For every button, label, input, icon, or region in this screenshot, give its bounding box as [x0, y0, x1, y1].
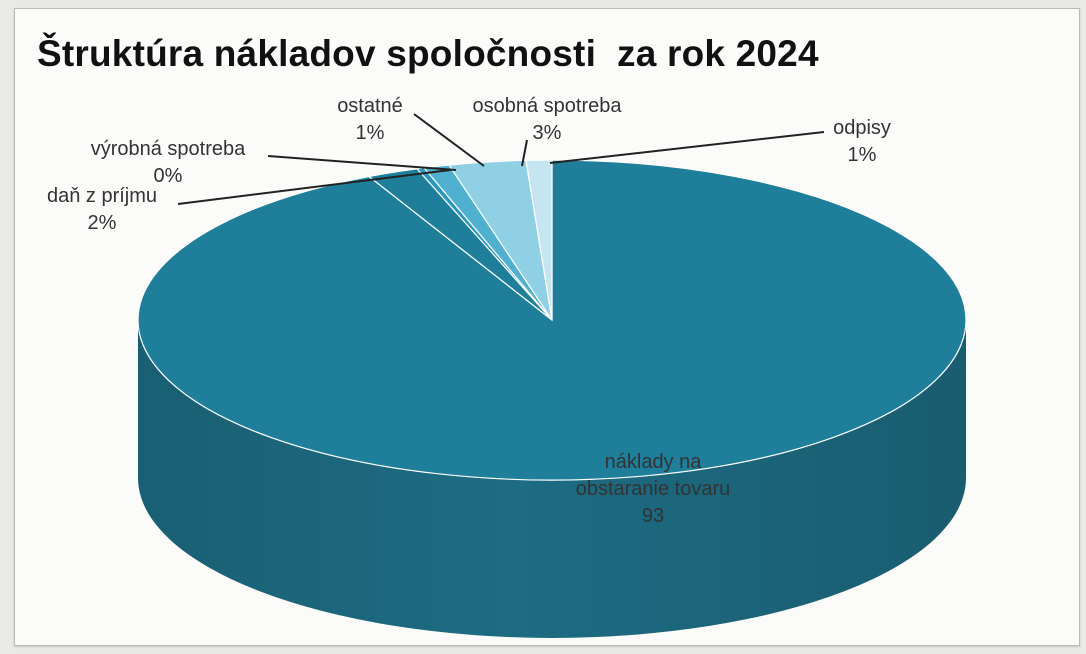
leader-line [549, 131, 825, 164]
data-label-odpisy: odpisy 1% [549, 117, 891, 166]
pie-side [138, 320, 966, 638]
leader-line [413, 113, 485, 167]
data-label-text: náklady na [605, 451, 703, 473]
data-label-text: 93 [642, 505, 664, 527]
leader-line [521, 139, 528, 167]
data-label-text: obstaranie tovaru [576, 478, 731, 500]
data-label-text: ostatné [337, 95, 403, 117]
data-label-osobna-spotreba: osobná spotreba 3% [472, 95, 622, 167]
data-label-ostatne: ostatné 1% [337, 95, 485, 167]
chart-title: Štruktúra nákladov spoločnosti za rok 20… [37, 33, 819, 74]
data-label-text: 2% [88, 212, 117, 234]
data-label-naklady-na-obstaranie-tovaru: náklady na obstaranie tovaru 93 [576, 451, 731, 527]
data-label-text: 3% [533, 122, 562, 144]
data-label-vyrobna-spotreba: výrobná spotreba 0% [91, 138, 457, 187]
leader-line [267, 155, 457, 171]
data-label-text: daň z príjmu [47, 185, 157, 207]
leader-line [177, 169, 451, 205]
data-label-text: výrobná spotreba [91, 138, 246, 160]
data-label-text: 0% [154, 165, 183, 187]
data-label-text: 1% [848, 144, 877, 166]
data-label-dan-z-prijmu: daň z príjmu 2% [47, 169, 451, 234]
data-label-text: 1% [356, 122, 385, 144]
data-label-text: odpisy [833, 117, 891, 139]
pie-slice-odpisy [525, 159, 553, 321]
data-label-text: osobná spotreba [472, 95, 622, 117]
